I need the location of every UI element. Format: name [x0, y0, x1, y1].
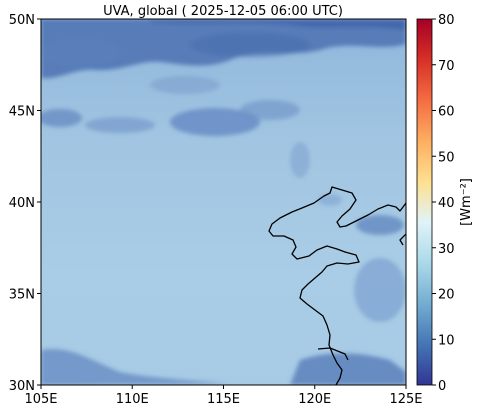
latitude-axis: 30N 35N 40N 45N 50N [9, 13, 41, 394]
colorbar-tick-label: 70 [438, 59, 455, 74]
lat-tick-label: 50N [9, 13, 35, 28]
colorbar-ticks: 0 10 20 30 40 50 60 70 80 [432, 13, 455, 394]
colorbar-tick-label: 40 [438, 196, 455, 211]
map-title: UVA, global ( 2025-12-05 06:00 UTC) [103, 4, 343, 19]
lon-tick-label: 110E [116, 392, 149, 407]
lat-tick-label: 40N [9, 196, 35, 211]
colorbar-tick-label: 0 [438, 379, 446, 394]
colorbar-tick-label: 50 [438, 150, 455, 165]
colorbar-label: [Wm⁻²] [459, 178, 474, 226]
lat-tick-label: 35N [9, 288, 35, 303]
map-panel [41, 19, 406, 385]
colorbar-tick-label: 30 [438, 242, 455, 257]
lat-tick-label: 45N [9, 105, 35, 120]
colorbar-bar [416, 18, 433, 386]
colorbar-tick-label: 10 [438, 333, 455, 348]
longitude-axis: 105E 110E 115E 120E 125E [24, 385, 423, 407]
coastline [268, 186, 406, 385]
colorbar-tick-label: 60 [438, 105, 455, 120]
colorbar-tick-label: 80 [438, 13, 455, 28]
lon-tick-label: 125E [389, 392, 422, 407]
cloud-shadow-pattern [41, 19, 406, 385]
lat-tick-label: 30N [9, 379, 35, 394]
lon-tick-label: 105E [24, 392, 57, 407]
lon-tick-label: 120E [298, 392, 331, 407]
lon-tick-label: 115E [207, 392, 240, 407]
colorbar-tick-label: 20 [438, 288, 455, 303]
uva-field-background [41, 19, 406, 385]
